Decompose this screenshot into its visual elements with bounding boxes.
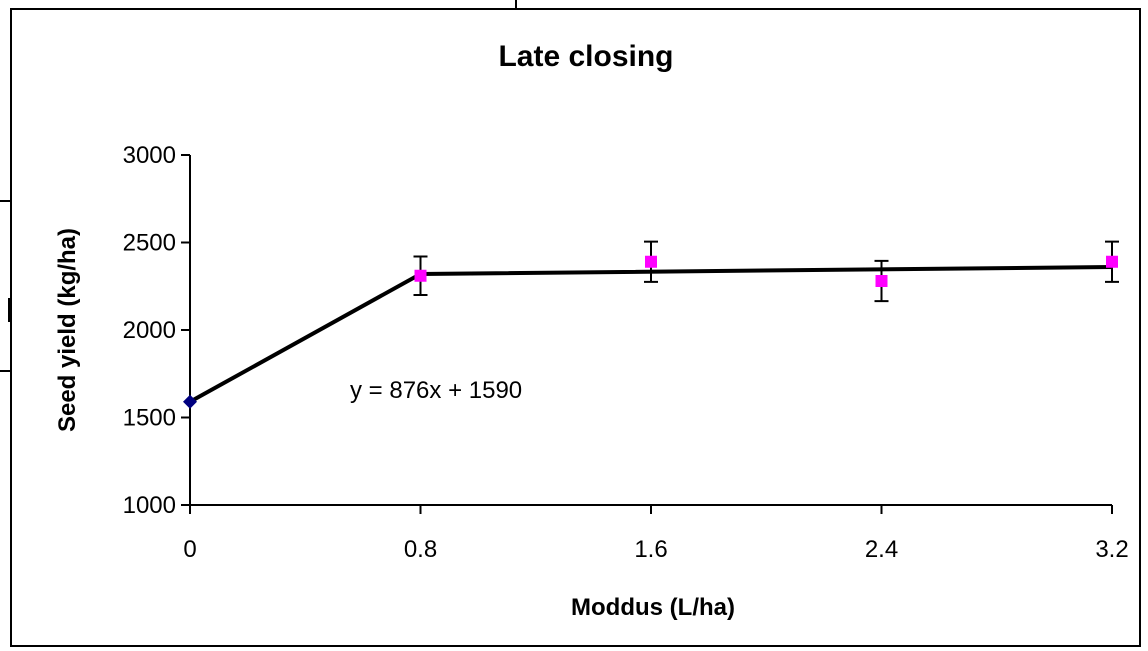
stray-line-left-3 <box>8 298 10 322</box>
y-tick-label: 2000 <box>123 317 176 344</box>
stray-line-top <box>515 0 517 10</box>
trendline-equation: y = 876x + 1590 <box>350 377 522 404</box>
y-tick-label: 1500 <box>123 405 176 432</box>
fit-line <box>189 265 1113 404</box>
data-point-square <box>645 255 657 268</box>
x-axis-title: Moddus (L/ha) <box>571 594 735 621</box>
x-tick-label: 3.2 <box>1095 536 1128 563</box>
stray-line-left-1 <box>0 200 10 202</box>
stray-line-left-2 <box>0 370 10 372</box>
y-tick-label: 2500 <box>123 230 176 257</box>
y-axis-title: Seed yield (kg/ha) <box>54 228 81 432</box>
x-tick-label: 0 <box>183 536 196 563</box>
chart-title: Late closing <box>498 40 673 73</box>
y-tick-label: 1000 <box>123 492 176 519</box>
y-tick-label: 3000 <box>123 142 176 169</box>
chart-frame <box>10 8 1141 647</box>
x-tick-label: 2.4 <box>865 536 898 563</box>
data-point-square <box>414 269 427 282</box>
data-point-square <box>1106 255 1118 268</box>
x-tick-label: 1.6 <box>634 536 667 563</box>
data-point-square <box>875 275 888 287</box>
data-point-diamond <box>183 394 197 409</box>
x-tick-label: 0.8 <box>404 536 437 563</box>
